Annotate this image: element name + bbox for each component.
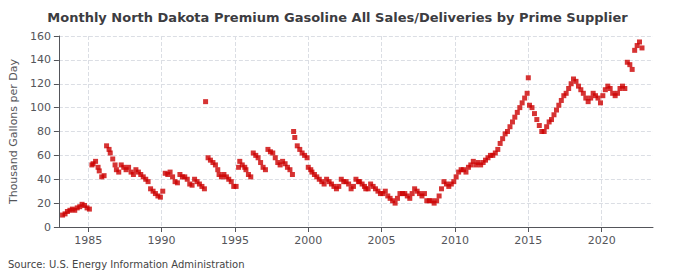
svg-text:1990: 1990 (148, 234, 176, 247)
svg-text:60: 60 (37, 149, 51, 162)
svg-text:Thousand Gallons per Day: Thousand Gallons per Day (7, 58, 20, 205)
svg-text:2010: 2010 (441, 234, 469, 247)
svg-text:2015: 2015 (514, 234, 542, 247)
svg-text:1995: 1995 (221, 234, 249, 247)
svg-text:2020: 2020 (588, 234, 616, 247)
svg-text:80: 80 (37, 125, 51, 138)
svg-text:0: 0 (44, 221, 51, 234)
svg-text:Source: U.S. Energy Informatio: Source: U.S. Energy Information Administ… (8, 259, 245, 270)
svg-text:20: 20 (37, 197, 51, 210)
svg-text:140: 140 (30, 53, 51, 66)
svg-text:160: 160 (30, 30, 51, 43)
svg-text:1985: 1985 (74, 234, 102, 247)
svg-text:2000: 2000 (294, 234, 322, 247)
svg-text:Monthly North Dakota Premium G: Monthly North Dakota Premium Gasoline Al… (47, 10, 628, 25)
svg-text:100: 100 (30, 101, 51, 114)
svg-text:40: 40 (37, 173, 51, 186)
svg-text:120: 120 (30, 77, 51, 90)
svg-text:2005: 2005 (368, 234, 396, 247)
